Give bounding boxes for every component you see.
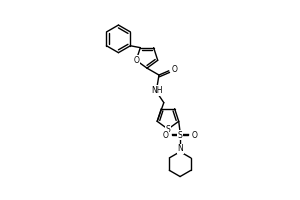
Text: S: S xyxy=(178,131,182,140)
Text: O: O xyxy=(172,65,178,74)
Text: O: O xyxy=(191,131,197,140)
Text: S: S xyxy=(166,125,170,134)
Text: NH: NH xyxy=(151,86,163,95)
Text: O: O xyxy=(133,56,139,65)
Text: O: O xyxy=(163,131,169,140)
Text: N: N xyxy=(177,144,183,153)
